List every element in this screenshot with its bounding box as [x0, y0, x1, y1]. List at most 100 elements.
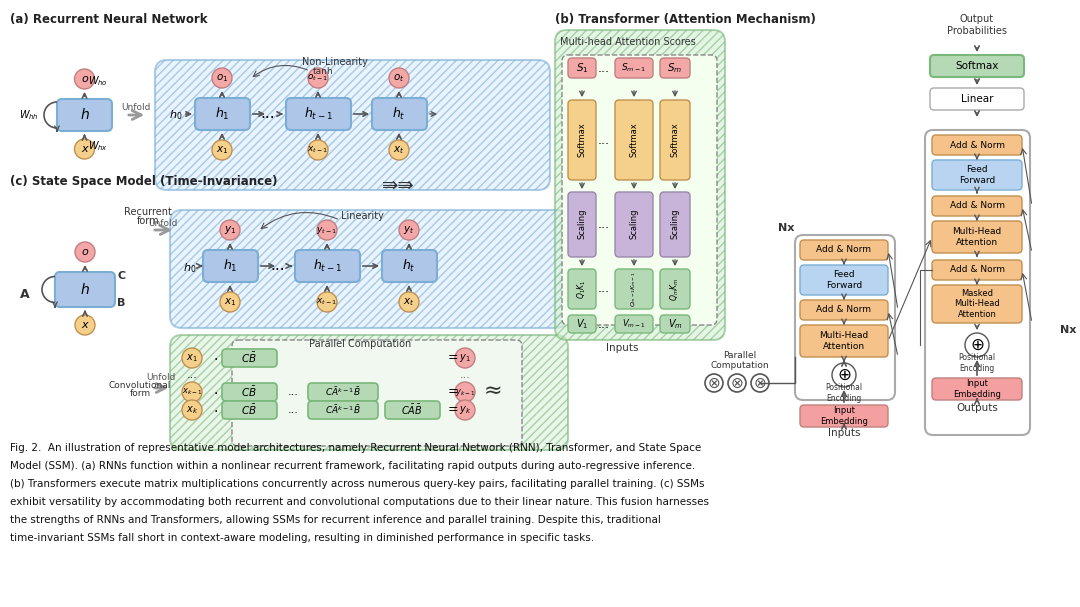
Text: ⇛⇛: ⇛⇛: [381, 175, 415, 194]
Text: $V_m$: $V_m$: [667, 317, 683, 331]
Text: $V_{m-1}$: $V_{m-1}$: [622, 317, 646, 330]
Text: $h_1$: $h_1$: [215, 106, 229, 122]
Text: $o_1$: $o_1$: [216, 72, 228, 84]
Text: $h_1$: $h_1$: [222, 258, 238, 274]
Text: ...: ...: [287, 387, 298, 397]
FancyBboxPatch shape: [222, 401, 276, 419]
FancyBboxPatch shape: [930, 88, 1024, 110]
Text: Fig. 2.  An illustration of representative model architectures, namely Recurrent: Fig. 2. An illustration of representativ…: [10, 443, 701, 453]
Text: Softmax: Softmax: [578, 123, 586, 157]
FancyBboxPatch shape: [568, 192, 596, 257]
Text: $x_{t-1}$: $x_{t-1}$: [308, 144, 328, 155]
Text: ...: ...: [287, 405, 298, 415]
FancyBboxPatch shape: [286, 98, 351, 130]
Text: ...: ...: [260, 106, 275, 121]
Text: form: form: [130, 390, 150, 399]
FancyBboxPatch shape: [195, 98, 249, 130]
Circle shape: [75, 69, 95, 89]
Text: $h_t$: $h_t$: [392, 106, 406, 122]
Text: (b) Transformer (Attention Mechanism): (b) Transformer (Attention Mechanism): [555, 13, 815, 26]
Text: Parallel Computation: Parallel Computation: [309, 339, 411, 349]
Circle shape: [832, 363, 856, 387]
Text: Add & Norm: Add & Norm: [816, 245, 872, 254]
Text: Unfold: Unfold: [148, 220, 178, 228]
Text: o: o: [82, 247, 89, 257]
Text: $o_t$: $o_t$: [393, 72, 405, 84]
FancyBboxPatch shape: [57, 99, 112, 131]
Text: $S_1$: $S_1$: [576, 61, 589, 75]
Text: Outputs: Outputs: [956, 403, 998, 413]
FancyBboxPatch shape: [308, 383, 378, 401]
Text: the strengths of RNNs and Transformers, allowing SSMs for recurrent inference an: the strengths of RNNs and Transformers, …: [10, 515, 661, 525]
FancyBboxPatch shape: [170, 335, 568, 450]
Text: $C\bar{A}\bar{B}$: $C\bar{A}\bar{B}$: [401, 403, 422, 417]
Text: $\cdot$: $\cdot$: [213, 351, 217, 365]
Text: Scaling: Scaling: [671, 209, 679, 239]
Text: $S_m$: $S_m$: [667, 61, 683, 75]
Text: $W_{hh}$: $W_{hh}$: [19, 108, 39, 122]
FancyBboxPatch shape: [568, 315, 596, 333]
Text: Computation: Computation: [711, 361, 769, 370]
Text: $\approx$: $\approx$: [478, 380, 501, 400]
Text: $y_{k-1}$: $y_{k-1}$: [455, 387, 475, 398]
Circle shape: [455, 348, 475, 368]
FancyBboxPatch shape: [932, 378, 1022, 400]
FancyBboxPatch shape: [660, 269, 690, 309]
Text: A: A: [21, 288, 30, 302]
Text: $S_{m-1}$: $S_{m-1}$: [621, 62, 647, 74]
Text: Unfold: Unfold: [146, 373, 176, 382]
Text: ...: ...: [187, 370, 198, 380]
FancyBboxPatch shape: [615, 269, 653, 309]
Text: $\oplus$: $\oplus$: [837, 366, 851, 384]
Text: $h_0$: $h_0$: [184, 261, 197, 275]
Circle shape: [183, 348, 202, 368]
Text: $y_t$: $y_t$: [403, 224, 415, 236]
Text: $\cdot$: $\cdot$: [213, 403, 217, 417]
Text: $\oplus$: $\oplus$: [970, 336, 984, 354]
Text: $x_{t-1}$: $x_{t-1}$: [316, 297, 338, 307]
FancyBboxPatch shape: [660, 315, 690, 333]
Text: Positional
Encoding: Positional Encoding: [825, 383, 863, 402]
Text: time-invariant SSMs fall short in context-aware modeling, resulting in diminishe: time-invariant SSMs fall short in contex…: [10, 533, 594, 543]
Circle shape: [318, 292, 337, 312]
Text: Input
Embedding: Input Embedding: [953, 379, 1001, 399]
Text: ...: ...: [598, 134, 610, 146]
Circle shape: [183, 382, 202, 402]
Text: $h_t$: $h_t$: [402, 258, 416, 274]
Text: $Q_mK_m$: $Q_mK_m$: [669, 277, 681, 300]
Text: $W_{ho}$: $W_{ho}$: [87, 74, 107, 88]
Text: Linear: Linear: [961, 94, 994, 104]
Text: exhibit versatility by accommodating both recurrent and convolutional computatio: exhibit versatility by accommodating bot…: [10, 497, 708, 507]
FancyBboxPatch shape: [932, 160, 1022, 190]
FancyBboxPatch shape: [932, 260, 1022, 280]
Circle shape: [318, 220, 337, 240]
FancyBboxPatch shape: [568, 100, 596, 180]
Text: Masked
Multi-Head
Attention: Masked Multi-Head Attention: [954, 289, 1000, 319]
Circle shape: [966, 333, 989, 357]
Text: $W_{hx}$: $W_{hx}$: [87, 139, 108, 153]
FancyBboxPatch shape: [372, 98, 427, 130]
Text: $\otimes$: $\otimes$: [754, 376, 767, 390]
FancyBboxPatch shape: [924, 130, 1030, 435]
FancyBboxPatch shape: [615, 58, 653, 78]
Text: Add & Norm: Add & Norm: [816, 305, 872, 314]
FancyBboxPatch shape: [382, 250, 437, 282]
Text: Add & Norm: Add & Norm: [949, 202, 1004, 211]
Text: Add & Norm: Add & Norm: [949, 140, 1004, 149]
Text: tanh: tanh: [313, 67, 334, 75]
FancyBboxPatch shape: [795, 235, 895, 400]
Text: Linearity: Linearity: [340, 211, 383, 221]
Text: $V_1$: $V_1$: [576, 317, 589, 331]
FancyBboxPatch shape: [660, 192, 690, 257]
Text: Positional
Encoding: Positional Encoding: [958, 353, 996, 373]
Text: Input
Embedding: Input Embedding: [820, 406, 868, 426]
Text: Multi-Head
Attention: Multi-Head Attention: [820, 331, 868, 351]
Text: $C\bar{B}$: $C\bar{B}$: [241, 351, 257, 365]
FancyBboxPatch shape: [555, 30, 725, 340]
Text: $x_k$: $x_k$: [186, 404, 198, 416]
Text: form: form: [137, 216, 160, 226]
Circle shape: [220, 292, 240, 312]
FancyBboxPatch shape: [932, 196, 1022, 216]
Text: $h_{t-1}$: $h_{t-1}$: [312, 258, 341, 274]
FancyBboxPatch shape: [932, 285, 1022, 323]
